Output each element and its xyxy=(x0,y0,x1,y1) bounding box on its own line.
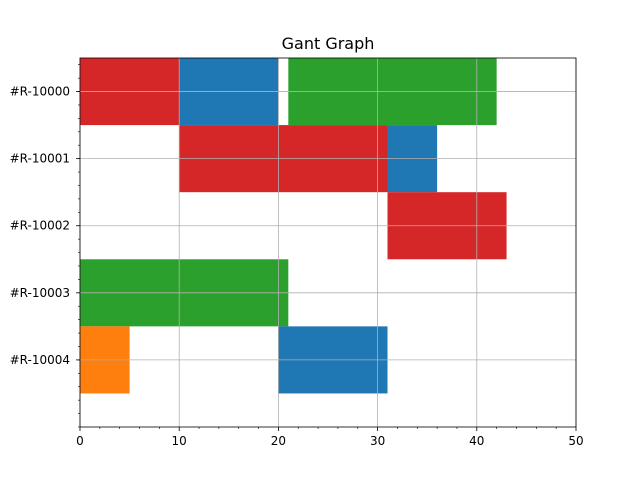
x-tick-label: 50 xyxy=(568,434,583,448)
x-tick-label: 30 xyxy=(370,434,385,448)
chart-title: Gant Graph xyxy=(282,34,375,53)
y-tick-label: #R-10001 xyxy=(10,152,70,166)
x-tick-label: 20 xyxy=(271,434,286,448)
y-tick-label: #R-10002 xyxy=(10,219,70,233)
x-tick-label: 0 xyxy=(76,434,84,448)
axes-frame xyxy=(79,57,577,428)
y-tick-label: #R-10003 xyxy=(10,286,70,300)
x-tick-label: 40 xyxy=(469,434,484,448)
x-tick-label: 10 xyxy=(172,434,187,448)
y-tick-label: #R-10004 xyxy=(10,353,70,367)
axes: 0 10 20 30 40 50 #R-10000 #R-10001 #R-10002 #R-10… xyxy=(10,57,584,448)
y-tick-label: #R-10000 xyxy=(10,85,70,99)
